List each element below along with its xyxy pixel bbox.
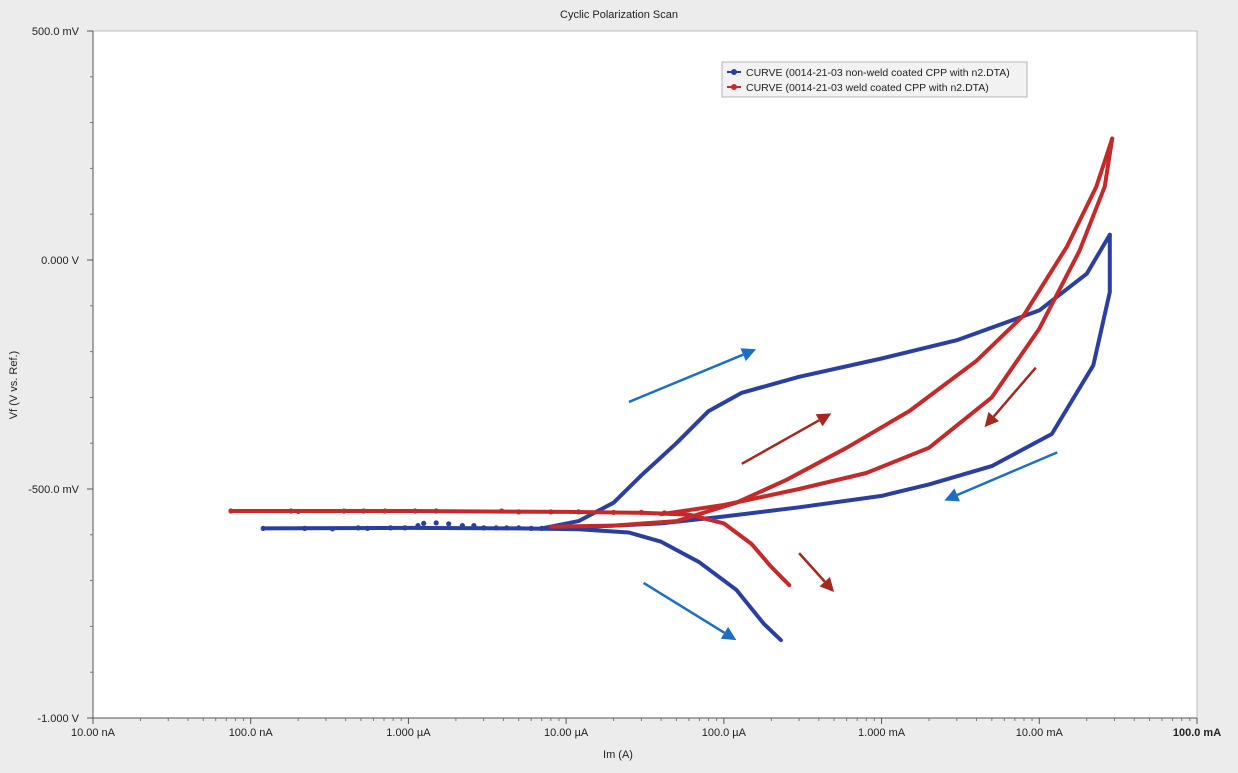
series-1-point — [539, 525, 545, 532]
arrow-shaft — [956, 451, 1058, 497]
series-1-point — [433, 520, 439, 526]
series-1-point — [302, 525, 308, 532]
series-2-point — [361, 508, 367, 514]
series-2-line — [548, 136, 1115, 529]
series-2-point — [499, 508, 505, 514]
x-tick-label: 10.00 nA — [71, 727, 116, 739]
x-tick-label: 10.00 µA — [544, 727, 589, 739]
series-2-point — [288, 508, 294, 514]
series-2-point — [382, 508, 388, 514]
arrow-head — [819, 576, 835, 593]
series-2-point — [341, 508, 347, 514]
x-tick-label: 1.000 mA — [858, 727, 906, 739]
series-1-point — [260, 525, 266, 532]
series-2-point — [611, 509, 617, 515]
series-1-point — [528, 525, 534, 532]
series-2-point — [295, 508, 301, 514]
series-2 — [228, 136, 1115, 588]
series-2-point — [548, 509, 554, 515]
arrow-head — [984, 411, 1000, 428]
series-1-point — [504, 525, 510, 531]
series-1-point — [355, 525, 361, 531]
series-2-point — [576, 509, 582, 515]
series-1-point — [364, 525, 371, 532]
series-2-baseline — [231, 510, 665, 514]
legend-entry: CURVE (0014-21-03 non-weld coated CPP wi… — [746, 67, 1010, 79]
arrow-head — [720, 626, 737, 641]
series-1-point — [459, 523, 465, 529]
x-tick-label: 10.00 mA — [1016, 727, 1064, 739]
arrow-shaft — [741, 419, 820, 465]
chart-title: Cyclic Polarization Scan — [560, 9, 678, 21]
direction-arrow — [984, 366, 1037, 428]
plot-area — [92, 30, 1198, 719]
x-tick-label: 100.0 µA — [702, 727, 747, 739]
series-1-point — [481, 525, 487, 531]
series-1-point — [415, 523, 421, 529]
legend-box — [721, 61, 1028, 98]
direction-arrow — [642, 581, 737, 641]
y-tick-label: 500.0 mV — [32, 26, 80, 38]
arrow-shaft — [642, 581, 726, 634]
series-1-point — [421, 520, 427, 527]
direction-arrow — [944, 451, 1058, 502]
arrow-head — [740, 348, 757, 362]
series-1-point — [402, 525, 408, 531]
arrow-head — [944, 488, 960, 502]
y-tick-label: 0.000 V — [41, 255, 80, 267]
arrow-head — [815, 413, 832, 427]
series-1-point — [471, 523, 477, 529]
series-2-point — [638, 509, 645, 515]
x-tick-label: 100.0 mA — [1173, 727, 1221, 739]
y-axis-label: Vf (V vs. Ref.) — [8, 351, 20, 419]
series-2-point — [661, 510, 668, 516]
series-1-point — [516, 525, 522, 531]
series-2-point — [516, 509, 522, 515]
series-1-point — [329, 526, 336, 532]
series-1-point — [387, 525, 394, 531]
series-2-point — [412, 508, 418, 514]
legend-swatch-marker — [731, 69, 737, 75]
y-tick-label: -500.0 mV — [28, 484, 79, 496]
series-1-point — [446, 521, 452, 527]
x-tick-label: 100.0 nA — [229, 727, 274, 739]
series-2-point — [228, 508, 234, 514]
legend-swatch-marker — [731, 84, 737, 90]
x-axis-label: Im (A) — [603, 749, 633, 761]
direction-arrow — [628, 348, 757, 404]
arrow-shaft — [992, 366, 1037, 418]
arrow-shaft — [628, 353, 744, 404]
direction-arrow — [741, 413, 832, 465]
legend-entry: CURVE (0014-21-03 weld coated CPP with n… — [746, 82, 989, 94]
y-tick-label: -1.000 V — [37, 713, 79, 725]
series-2-line — [659, 136, 1115, 517]
direction-arrow — [798, 552, 835, 593]
series-1-line — [539, 232, 1112, 531]
series-2-point — [433, 508, 439, 514]
series-1-point — [493, 525, 499, 531]
x-tick-label: 1.000 µA — [386, 727, 431, 739]
arrow-shaft — [798, 552, 826, 583]
